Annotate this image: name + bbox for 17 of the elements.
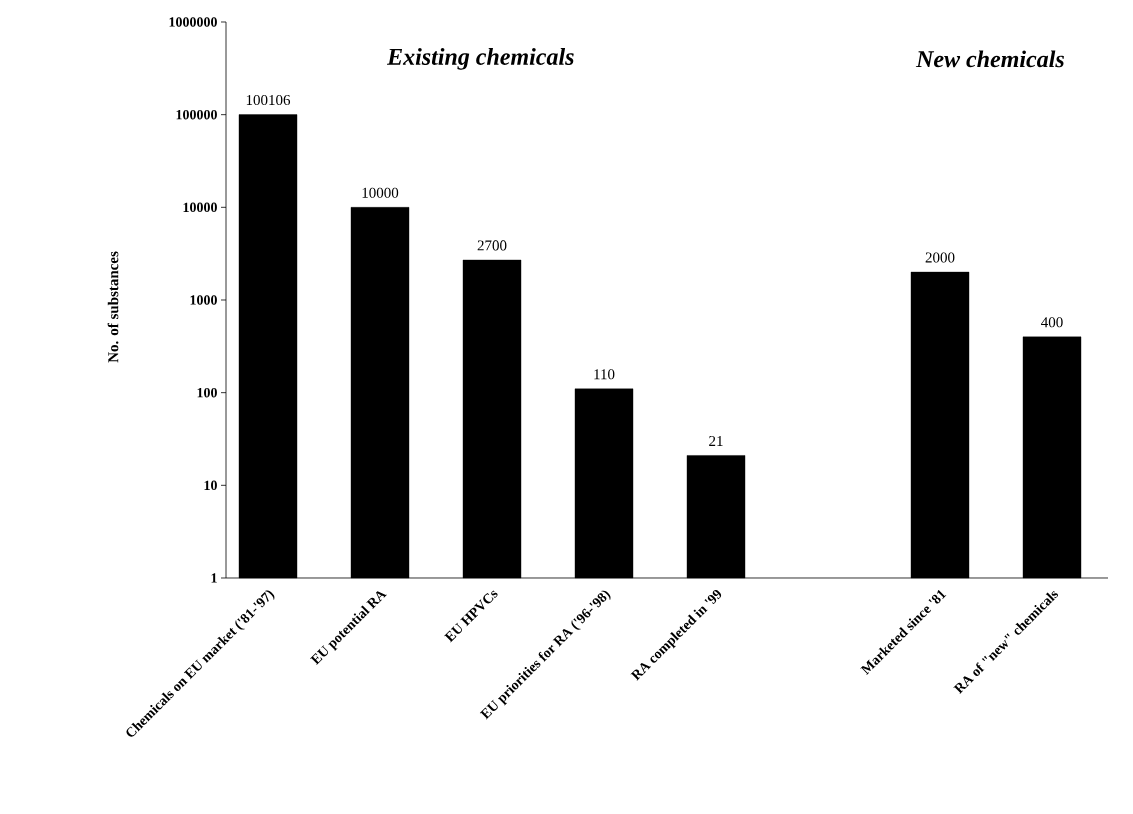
y-axis-title: No. of substances [107, 251, 119, 363]
y-tick-label: 1 [211, 573, 217, 583]
data-label: 10000 [362, 187, 399, 198]
data-label: 2700 [477, 240, 507, 251]
annotation: Existing chemicals [386, 47, 574, 70]
data-label: 2000 [925, 252, 955, 263]
data-label: 21 [709, 436, 723, 446]
y-tick-label: 1000000 [169, 17, 217, 27]
data-label: 110 [594, 369, 615, 380]
y-tick-label: 1000 [190, 295, 217, 305]
y-tick-label: 100 [197, 387, 217, 398]
y-tick-label: 100000 [176, 109, 217, 120]
y-tick-label: 10 [204, 480, 217, 491]
y-tick-label: 10000 [183, 202, 217, 213]
annotation: New chemicals [915, 50, 1064, 68]
data-label: 100106 [246, 94, 291, 106]
data-label: 400 [1041, 317, 1063, 328]
